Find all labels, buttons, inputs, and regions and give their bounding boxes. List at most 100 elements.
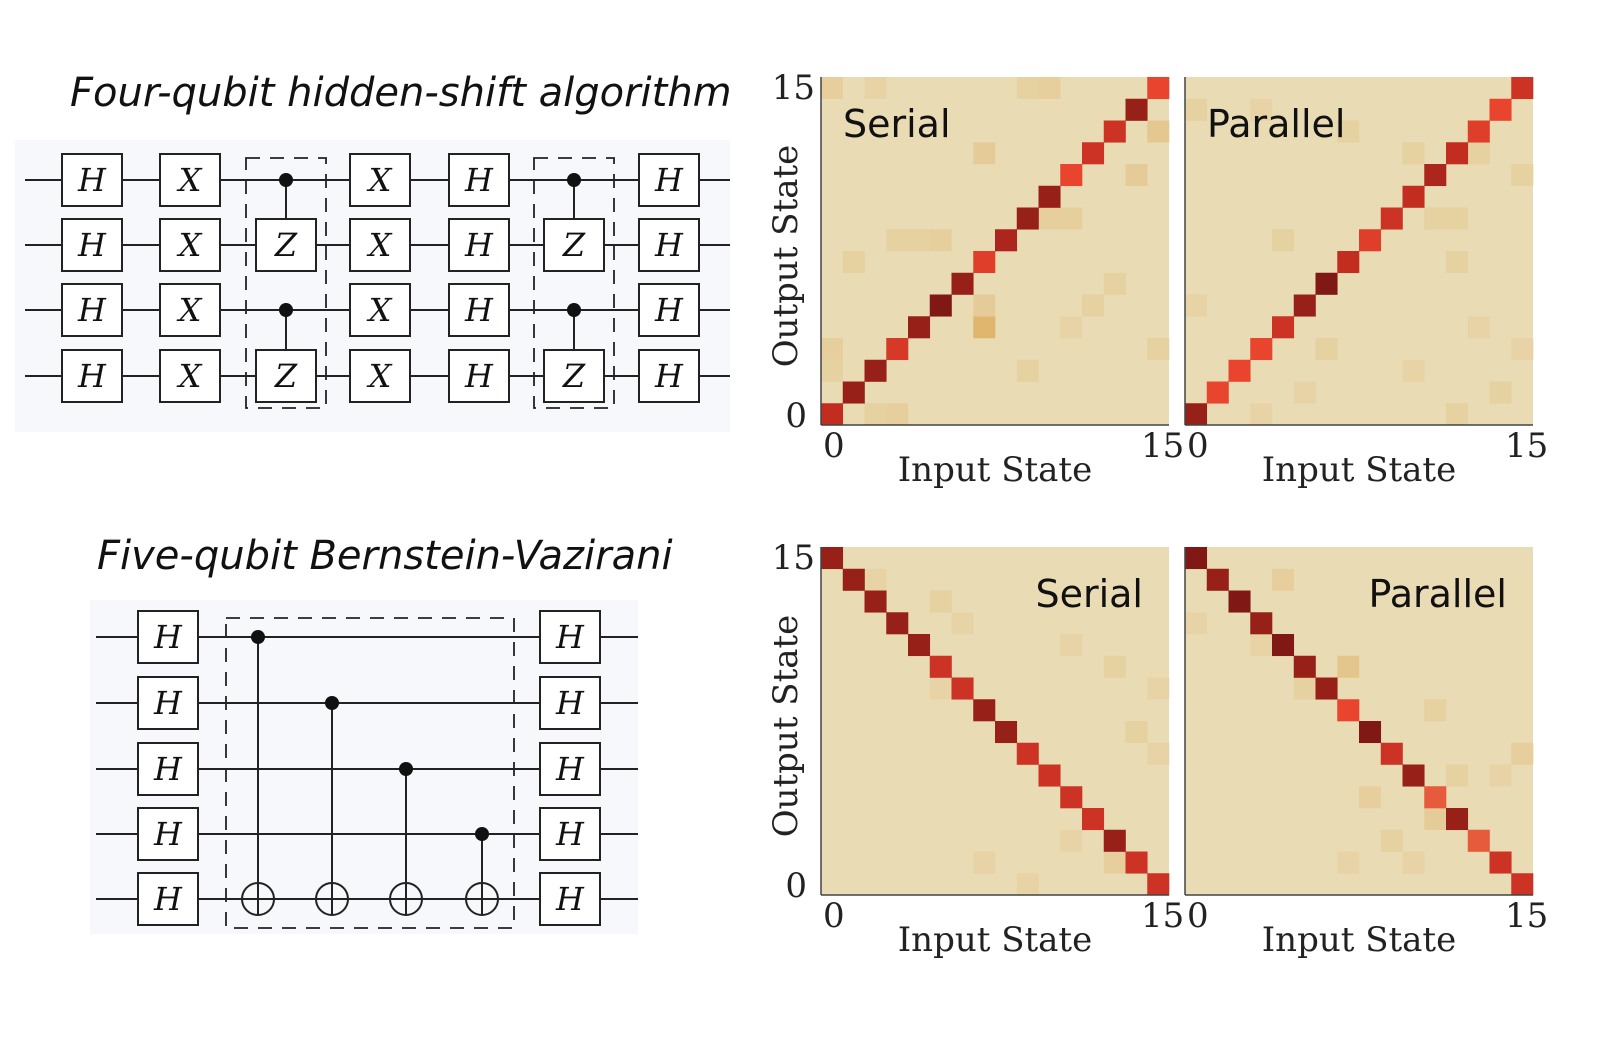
heatmap-cell <box>1337 655 1360 678</box>
heatmap-cell <box>1424 808 1447 831</box>
x-tick-label-max: 15 <box>1505 896 1548 936</box>
heatmap-diagonal-cell <box>1060 164 1083 187</box>
heatmap-cell <box>1016 873 1039 896</box>
heatmap-cell <box>1250 403 1273 426</box>
gate-box <box>448 218 510 272</box>
heatmap-diagonal-cell <box>1272 634 1295 657</box>
heatmap-diagonal-cell <box>1147 873 1170 896</box>
gate-x: X <box>159 218 221 272</box>
heatmap-diagonal-cell <box>929 294 952 317</box>
gate-label: H <box>153 815 183 853</box>
heatmap-diagonal-cell <box>1103 829 1126 852</box>
gate-label: Z <box>562 226 586 264</box>
gate-label: X <box>366 357 393 395</box>
panel-label: Parallel <box>1207 102 1345 146</box>
gate-label: H <box>555 618 585 656</box>
gate-label: H <box>464 226 494 264</box>
heatmap-cell <box>929 229 952 252</box>
gate-h: H <box>61 153 123 207</box>
heatmap-diagonal-cell <box>1082 808 1105 831</box>
heatmap-diagonal-cell <box>821 547 844 570</box>
gate-h: H <box>137 872 199 926</box>
gate-label: H <box>464 357 494 395</box>
heatmap-diagonal-cell <box>1359 721 1382 744</box>
x-axis-label: Input State <box>1262 920 1456 960</box>
gate-h: H <box>638 349 700 403</box>
gate-box <box>543 349 605 403</box>
heatmap-cell <box>821 359 844 382</box>
heatmap-diagonal-cell <box>842 381 865 404</box>
gate-label: X <box>366 291 393 329</box>
gate-label: X <box>366 226 393 264</box>
gate-x: X <box>349 153 411 207</box>
control-dot <box>399 762 413 776</box>
gate-h: H <box>61 349 123 403</box>
gate-h: H <box>137 610 199 664</box>
gate-h: H <box>638 153 700 207</box>
heatmap-cell <box>1446 403 1469 426</box>
control-dot <box>279 303 293 317</box>
gate-box <box>61 218 123 272</box>
heatmap-diagonal-cell <box>1250 612 1273 635</box>
gate-label: X <box>176 291 203 329</box>
gate-box <box>539 872 601 926</box>
gate-box <box>349 153 411 207</box>
gate-label: H <box>77 226 107 264</box>
gate-x: X <box>159 349 221 403</box>
gate-box <box>61 283 123 337</box>
heatmap-cell <box>1016 359 1039 382</box>
x-tick-label-min: 0 <box>1187 426 1209 466</box>
heatmap-diagonal-cell <box>1082 142 1105 165</box>
gate-box <box>638 283 700 337</box>
gate-h: H <box>137 742 199 796</box>
heatmap-cell <box>1060 207 1083 230</box>
x-axis-label: Input State <box>898 450 1092 490</box>
y-tick-label-max: 15 <box>772 538 815 578</box>
gate-box <box>349 349 411 403</box>
heatmap-diagonal-cell <box>1125 98 1148 121</box>
gate-box <box>159 349 221 403</box>
heatmap-diagonal-cell <box>995 721 1018 744</box>
gate-box <box>61 153 123 207</box>
heatmap-cell <box>1125 721 1148 744</box>
heatmap-cell <box>821 77 844 100</box>
gate-x: X <box>349 349 411 403</box>
heatmap-cell <box>973 851 996 874</box>
gate-box <box>255 218 317 272</box>
gate-label: H <box>654 161 684 199</box>
heatmap-hidden-shift-serial: 0 15 Input State 15 0 Output State Serial <box>766 68 1184 490</box>
heatmap-diagonal-cell <box>1511 873 1534 896</box>
heatmap-diagonal-cell <box>908 634 931 657</box>
oracle-dashed-box <box>225 617 515 929</box>
heatmap-cell <box>1424 207 1447 230</box>
heatmap-diagonal-cell <box>842 568 865 591</box>
heatmap-cell <box>1315 338 1338 361</box>
heatmap-diagonal-cell <box>1489 851 1512 874</box>
heatmap-diagonal-cell <box>1228 590 1251 613</box>
gate-label: H <box>77 161 107 199</box>
control-dot <box>475 827 489 841</box>
y-tick-label-min: 0 <box>785 396 807 436</box>
heatmap-diagonal-cell <box>1250 338 1273 361</box>
heatmap-diagonal-cell <box>1337 699 1360 722</box>
heatmap-diagonal-cell <box>1402 185 1425 208</box>
heatmap-cell <box>1185 612 1208 635</box>
gate-z: Z <box>255 218 317 272</box>
heatmap-cell <box>1147 677 1170 700</box>
gate-label: H <box>153 880 183 918</box>
heatmap-diagonal-cell <box>908 316 931 339</box>
heatmap-cell <box>1402 359 1425 382</box>
gate-h: H <box>448 283 510 337</box>
x-tick-label-max: 15 <box>1505 426 1548 466</box>
heatmap-cell <box>1147 742 1170 765</box>
gate-box <box>159 218 221 272</box>
heatmap-cell <box>929 590 952 613</box>
heatmap-cell <box>886 229 909 252</box>
gate-label: H <box>555 684 585 722</box>
heatmap-diagonal-cell <box>1337 251 1360 274</box>
heatmap-cell <box>864 403 887 426</box>
gate-box <box>159 153 221 207</box>
gate-h: H <box>448 218 510 272</box>
gate-label: X <box>176 161 203 199</box>
heatmap-diagonal-cell <box>1446 142 1469 165</box>
